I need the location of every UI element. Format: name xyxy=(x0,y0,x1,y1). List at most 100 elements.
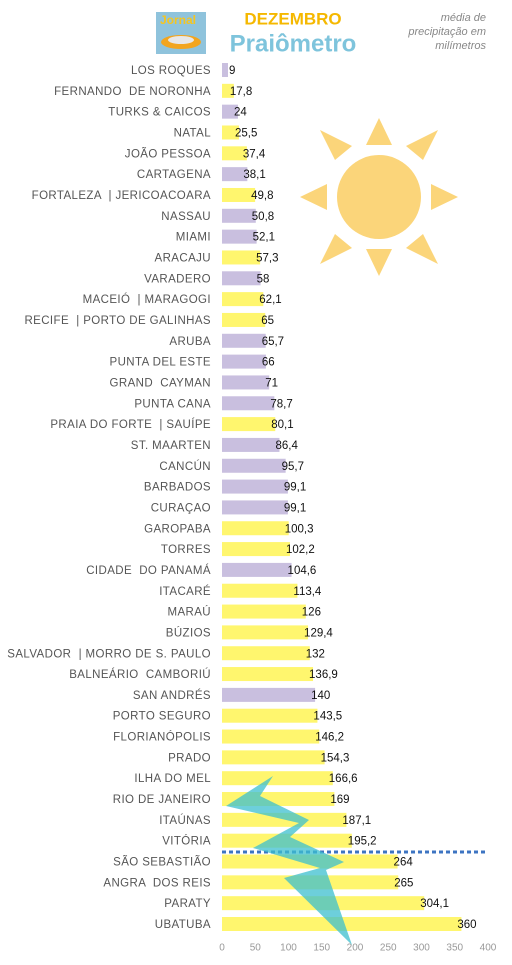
value-label: 102,2 xyxy=(286,544,315,556)
bar xyxy=(222,63,228,77)
value-label: 195,2 xyxy=(348,836,377,848)
category-label: FORTALEZA | JERICOACOARA xyxy=(32,190,211,202)
category-label: MACEIÓ | MARAGOGI xyxy=(83,293,211,306)
note: média de xyxy=(441,12,486,24)
value-label: 66 xyxy=(262,357,275,369)
logo-boat-inner xyxy=(168,36,194,44)
category-label: TURKS & CAICOS xyxy=(108,107,211,119)
bar xyxy=(222,708,318,723)
x-tick-label: 150 xyxy=(313,943,330,954)
category-label: NATAL xyxy=(174,128,212,140)
bar xyxy=(222,333,266,348)
bar xyxy=(222,437,280,452)
value-label: 146,2 xyxy=(315,732,344,744)
bar xyxy=(222,604,306,619)
bar xyxy=(222,292,264,307)
category-label: JOÃO PESSOA xyxy=(125,147,211,160)
bar xyxy=(222,771,333,786)
chart-subtitle: Praiômetro xyxy=(230,30,357,57)
category-label: TORRES xyxy=(161,544,211,556)
value-label: 25,5 xyxy=(235,128,257,140)
category-label: CURAÇAO xyxy=(151,502,211,514)
bar xyxy=(222,250,261,265)
value-label: 57,3 xyxy=(256,252,278,264)
bar xyxy=(222,542,290,557)
value-label: 187,1 xyxy=(342,815,371,827)
category-label: RECIFE | PORTO DE GALINHAS xyxy=(24,315,211,327)
x-tick-label: 400 xyxy=(480,943,497,954)
bar xyxy=(222,375,270,390)
value-label: 24 xyxy=(234,107,247,119)
sun xyxy=(300,118,458,276)
category-label: BARBADOS xyxy=(144,482,211,494)
value-label: 37,4 xyxy=(243,148,266,160)
value-label: 154,3 xyxy=(321,752,350,764)
category-label: PARATY xyxy=(164,898,211,910)
category-label: PORTO SEGURO xyxy=(113,711,211,723)
bar xyxy=(222,687,316,702)
category-label: ITAÚNAS xyxy=(159,814,211,827)
value-label: 104,6 xyxy=(288,565,317,577)
category-label: PRAIA DO FORTE | SAUÍPE xyxy=(50,418,211,431)
category-label: ARACAJU xyxy=(155,252,211,264)
category-label: ST. MAARTEN xyxy=(131,440,211,452)
value-label: 129,4 xyxy=(304,627,333,639)
category-label: VITÓRIA xyxy=(162,835,211,848)
value-label: 304,1 xyxy=(420,898,449,910)
chart-title: DEZEMBRO xyxy=(244,9,341,28)
value-label: 50,8 xyxy=(252,211,274,223)
value-label: 99,1 xyxy=(284,482,306,494)
value-label: 169 xyxy=(330,794,349,806)
bar xyxy=(222,646,310,661)
note: milímetros xyxy=(435,40,486,52)
category-label: LOS ROQUES xyxy=(131,65,211,77)
value-label: 136,9 xyxy=(309,669,338,681)
value-label: 99,1 xyxy=(284,502,306,514)
bar xyxy=(222,187,256,202)
bar xyxy=(222,125,239,140)
bar xyxy=(222,521,289,536)
category-label: CARTAGENA xyxy=(137,169,211,181)
bar xyxy=(222,167,248,182)
x-tick-label: 350 xyxy=(446,943,463,954)
bar xyxy=(222,583,298,598)
x-tick-label: 200 xyxy=(347,943,364,954)
bar xyxy=(222,417,276,432)
category-label: GAROPABA xyxy=(144,523,211,535)
bar xyxy=(222,146,247,161)
category-label: PUNTA CANA xyxy=(134,398,211,410)
bar xyxy=(222,750,325,765)
category-label: NASSAU xyxy=(161,211,211,223)
bar xyxy=(222,208,256,223)
value-label: 360 xyxy=(457,919,476,931)
value-label: 86,4 xyxy=(275,440,298,452)
x-tick-label: 100 xyxy=(280,943,297,954)
value-label: 58 xyxy=(257,273,270,285)
category-label: MIAMI xyxy=(176,232,211,244)
category-label: SALVADOR | MORRO DE S. PAULO xyxy=(7,648,211,660)
bar xyxy=(222,500,288,515)
bar xyxy=(222,396,275,411)
value-label: 264 xyxy=(394,857,414,869)
value-label: 65,7 xyxy=(262,336,284,348)
category-label: ARUBA xyxy=(169,336,211,348)
value-label: 80,1 xyxy=(271,419,293,431)
bar xyxy=(222,271,261,286)
category-label: SAN ANDRÉS xyxy=(133,689,211,702)
value-label: 9 xyxy=(229,65,235,77)
category-label: UBATUBA xyxy=(155,919,211,931)
value-label: 78,7 xyxy=(270,398,292,410)
note: precipitação em xyxy=(407,26,486,38)
value-label: 62,1 xyxy=(259,294,281,306)
category-label: ILHA DO MEL xyxy=(134,773,211,785)
category-label: RIO DE JANEIRO xyxy=(113,794,211,806)
bar xyxy=(222,312,266,327)
bar xyxy=(222,729,320,744)
x-tick-label: 0 xyxy=(219,943,225,954)
value-label: 38,1 xyxy=(243,169,265,181)
category-label: PUNTA DEL ESTE xyxy=(110,357,211,369)
value-label: 52,1 xyxy=(253,232,275,244)
category-label: CANCÚN xyxy=(159,460,211,473)
category-label: GRAND CAYMAN xyxy=(110,377,211,389)
